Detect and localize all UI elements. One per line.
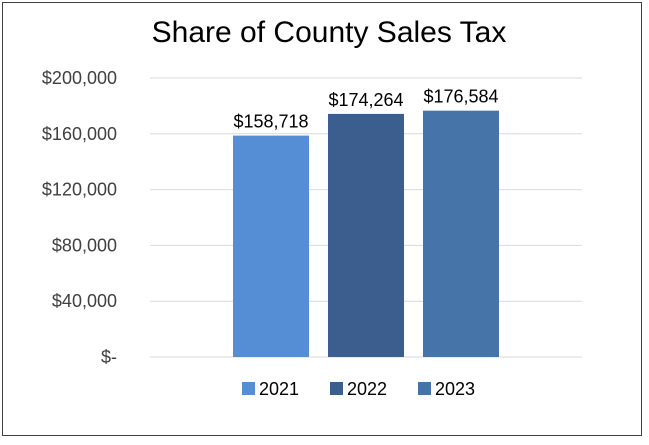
y-tick-label: $80,000: [52, 235, 117, 255]
data-label-2023: $176,584: [423, 87, 498, 107]
legend: 2021 2022 2023: [242, 379, 475, 399]
y-tick-label: $200,000: [42, 68, 117, 88]
legend-swatch-2021: [242, 382, 255, 395]
y-tick-label: $-: [101, 347, 117, 367]
data-labels: $158,718 $174,264 $176,584: [233, 87, 498, 132]
y-tick-label: $120,000: [42, 180, 117, 200]
y-axis-ticks: $- $40,000 $80,000 $120,000 $160,000 $200,000: [42, 68, 117, 367]
bar-2021: [233, 135, 309, 357]
data-label-2021: $158,718: [233, 112, 308, 132]
bars: [233, 110, 499, 358]
bar-2022: [328, 113, 404, 357]
chart-frame: [2, 2, 642, 436]
legend-swatch-2022: [330, 382, 343, 395]
y-tick-label: $40,000: [52, 291, 117, 311]
y-tick-label: $160,000: [42, 124, 117, 144]
data-label-2022: $174,264: [328, 90, 403, 110]
legend-label-2023: 2023: [435, 379, 475, 399]
bar-2023: [423, 110, 499, 358]
legend-swatch-2023: [418, 382, 431, 395]
chart-title: Share of County Sales Tax: [152, 16, 507, 49]
legend-label-2021: 2021: [259, 379, 299, 399]
legend-label-2022: 2022: [347, 379, 387, 399]
